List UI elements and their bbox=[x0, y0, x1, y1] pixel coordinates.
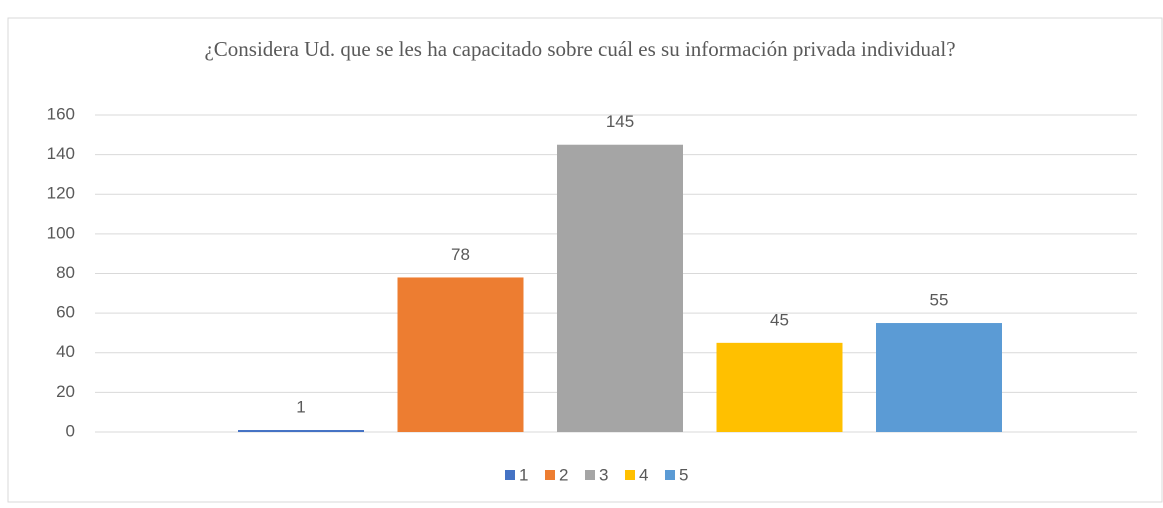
bar bbox=[876, 323, 1002, 432]
bar bbox=[238, 430, 364, 432]
bar bbox=[397, 277, 524, 432]
y-tick-label: 100 bbox=[47, 223, 75, 242]
y-tick-label: 40 bbox=[56, 342, 75, 361]
y-tick-label: 60 bbox=[56, 303, 75, 322]
y-tick-label: 160 bbox=[47, 104, 75, 123]
legend-swatch bbox=[505, 470, 515, 480]
legend-swatch bbox=[665, 470, 675, 480]
legend-swatch bbox=[545, 470, 555, 480]
data-label: 45 bbox=[770, 310, 789, 329]
legend-swatch bbox=[585, 470, 595, 480]
bar bbox=[716, 342, 843, 432]
data-label: 145 bbox=[606, 112, 634, 131]
legend-swatch bbox=[625, 470, 635, 480]
legend-label: 2 bbox=[559, 465, 568, 484]
data-label: 78 bbox=[451, 245, 470, 264]
y-tick-label: 140 bbox=[47, 144, 75, 163]
legend-label: 5 bbox=[679, 465, 688, 484]
legend-label: 4 bbox=[639, 465, 648, 484]
legend-label: 1 bbox=[519, 465, 528, 484]
y-tick-label: 0 bbox=[66, 421, 75, 440]
chart-title: ¿Considera Ud. que se les ha capacitado … bbox=[204, 37, 956, 61]
data-label: 1 bbox=[296, 398, 305, 417]
chart-frame bbox=[7, 17, 1163, 503]
y-tick-label: 80 bbox=[56, 263, 75, 282]
y-tick-label: 20 bbox=[56, 382, 75, 401]
legend-label: 3 bbox=[599, 465, 608, 484]
bar bbox=[557, 144, 683, 432]
data-label: 55 bbox=[930, 291, 949, 310]
y-tick-label: 120 bbox=[47, 184, 75, 203]
